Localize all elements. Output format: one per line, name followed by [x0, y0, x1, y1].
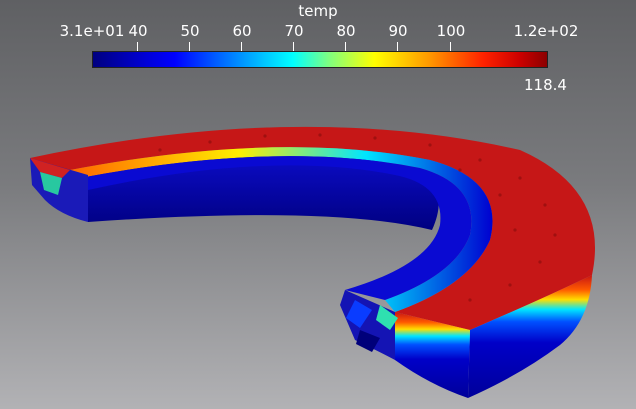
legend-title: temp	[298, 2, 338, 20]
tick-mark	[397, 42, 398, 51]
tick-mark	[189, 42, 190, 51]
right-cut-facet-c	[356, 330, 380, 352]
current-value-label: 118.4	[524, 76, 567, 94]
tick-label-60: 60	[232, 22, 252, 40]
mesh-node-markers	[158, 133, 557, 302]
tick-label-min: 3.1e+01	[59, 22, 125, 40]
temp-color-legend: temp 3.1e+01 40 50 60 70 80 90 100 1.2e+…	[0, 0, 636, 100]
tick-label-90: 90	[388, 22, 408, 40]
tick-label-40: 40	[128, 22, 148, 40]
tick-mark	[450, 42, 451, 51]
top-face-transition	[70, 147, 493, 312]
colorbar	[92, 51, 548, 68]
tick-label-80: 80	[336, 22, 356, 40]
tick-label-max: 1.2e+02	[513, 22, 579, 40]
tick-mark	[137, 42, 138, 51]
outer-side-wall	[468, 275, 592, 398]
tick-mark	[345, 42, 346, 51]
right-cut-facet-a	[376, 305, 398, 330]
right-cut-facet-b	[346, 300, 372, 328]
tick-label-70: 70	[284, 22, 304, 40]
top-face-hot	[30, 126, 595, 330]
tick-label-50: 50	[180, 22, 200, 40]
tick-mark	[293, 42, 294, 51]
tick-label-100: 100	[436, 22, 466, 40]
left-cut-facet	[40, 172, 62, 195]
tick-mark	[241, 42, 242, 51]
outer-side-wall-lower	[395, 312, 470, 398]
left-cut-edge-hot	[30, 158, 70, 178]
